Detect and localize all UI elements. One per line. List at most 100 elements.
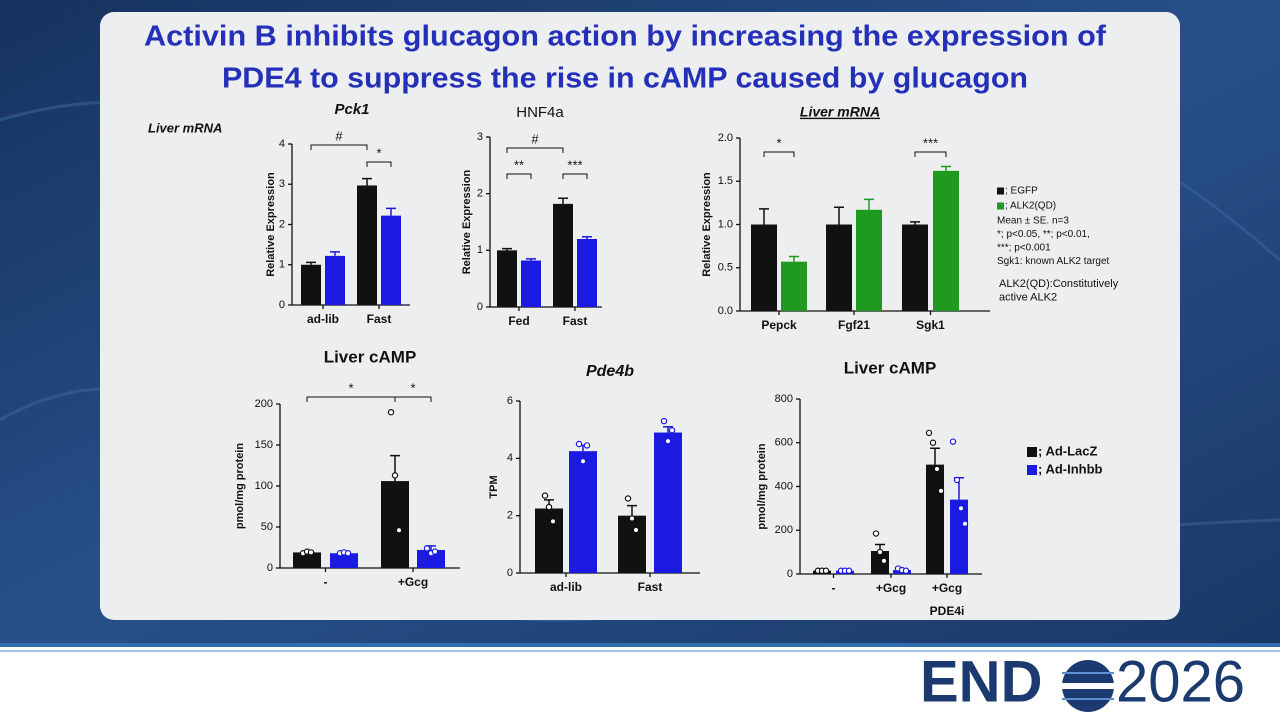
error-bar [502,247,512,251]
y-tick-label: 0 [279,299,285,311]
bar [301,264,321,305]
data-point [876,548,884,556]
bar [293,552,321,568]
bar [618,515,646,573]
significance-bracket [310,144,368,150]
chart: Liver cAMP pmol/mg protein 0 50 100 150 200 - +G… [234,347,460,589]
error-bar [663,426,673,433]
bar [521,260,541,307]
chart: Liver mRNA Relative Expression 0.0 0.5 1.0 1.… [701,104,1119,332]
note: *; p<0.05, **; p<0.01, [997,229,1090,240]
bar [926,464,944,574]
data-point [307,549,315,556]
x-tick-label: +Gcg [876,581,906,595]
y-tick-label: 0 [787,568,793,580]
x-tick-label: ad-lib [307,312,339,326]
logo-text: 2026 [1116,649,1245,714]
x-tick-label: ad-lib [550,580,582,594]
significance-bracket [763,151,795,157]
data-point [395,527,403,534]
data-point [822,567,830,574]
y-tick-label: 200 [775,524,793,536]
card [100,12,1180,620]
bar [330,553,358,568]
significance-label: ** [514,157,524,172]
y-tick-label: 0 [477,301,483,313]
y-axis-label: pmol/mg protein [756,443,768,529]
slide-title: Activin B inhibits glucagon action by in… [144,21,1106,53]
y-tick-label: 0.5 [718,262,733,274]
x-tick-label: Fgf21 [838,318,870,332]
bar [871,551,889,574]
slide-title: PDE4 to suppress the rise in cAMP caused… [222,63,1028,95]
significance-label: *** [923,135,938,150]
x-tick-label: Fast [563,314,588,328]
bar [553,203,573,307]
error-bar [558,197,568,204]
y-tick-label: 100 [255,480,273,492]
legend-swatch [997,202,1004,210]
data-point [545,503,553,511]
x-tick-label: Fed [508,314,529,328]
y-tick-label: 0.0 [718,305,733,317]
data-point [575,440,583,448]
note: Mean ± SE. n=3 [997,216,1069,227]
y-tick-label: 1.5 [718,175,733,187]
legend-swatch [1027,465,1037,475]
data-point [845,567,853,574]
error-bar [864,198,874,210]
bar [569,451,597,573]
bar [654,432,682,573]
bar [933,170,959,311]
y-tick-label: 2 [477,188,483,200]
section-label: Liver mRNA [148,120,222,135]
y-axis-label: Relative Expression [701,172,713,277]
data-point [391,472,399,479]
significance-label: * [776,135,781,150]
bar [781,261,807,311]
y-tick-label: 1.0 [718,218,733,230]
data-point [660,417,668,425]
data-point [937,487,945,495]
significance-label: * [348,380,353,395]
x-tick-label: Fast [367,312,392,326]
legend-label: ; Ad-LacZ [1038,443,1098,458]
y-tick-label: 1 [477,244,483,256]
data-point [953,476,961,484]
data-point [929,439,937,446]
data-point [949,438,957,445]
chart-title: Liver cAMP [844,358,937,377]
legend-label: ; ALK2(QD) [1005,201,1056,212]
legend-label: ; Ad-Inhbb [1038,461,1103,476]
data-point [961,520,969,527]
data-point [387,409,395,416]
y-tick-label: 3 [279,178,285,190]
bar [417,549,445,568]
footer-line [0,643,1280,647]
error-bar [362,177,372,186]
chart-title: Pde4b [586,363,634,380]
x-tick-sublabel: PDE4i [930,604,965,618]
data-point [902,567,910,574]
legend-swatch [997,187,1004,195]
y-axis-label: TPM [488,475,500,498]
data-point [872,530,880,537]
bar [357,185,377,305]
significance-bracket [366,161,392,167]
error-bar [789,255,799,262]
x-tick-label: +Gcg [398,575,428,589]
x-tick-label: Fast [638,580,663,594]
significance-bracket [562,173,588,179]
chart-title: Liver cAMP [324,347,417,366]
logo-text: END [920,649,1042,714]
x-tick-label: Pepck [761,318,797,332]
bar [497,250,517,307]
y-tick-label: 400 [775,480,793,492]
bar [381,481,409,568]
chart: Pde4b TPM 0 2 4 6 ad-lib Fast [488,363,700,594]
y-tick-label: 4 [507,452,513,464]
bar [325,255,345,305]
bar [535,508,563,573]
